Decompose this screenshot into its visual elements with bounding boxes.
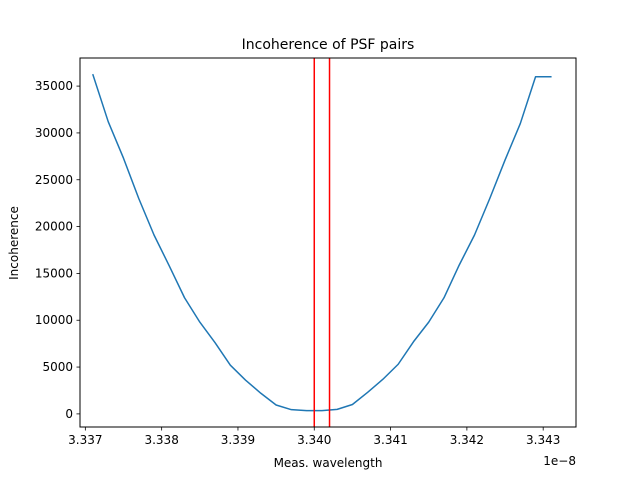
axes-frame: [79, 57, 577, 428]
y-tick-label: 0: [65, 407, 73, 421]
x-tick-label: 3.339: [221, 433, 255, 447]
y-tick-label: 20000: [35, 220, 73, 234]
y-tick-label: 10000: [35, 313, 73, 327]
x-tick-label: 3.341: [373, 433, 407, 447]
x-tick-label: 3.342: [450, 433, 484, 447]
y-tick-label: 5000: [42, 360, 73, 374]
x-tick-label: 3.338: [144, 433, 178, 447]
y-tick-label: 35000: [35, 79, 73, 93]
plot-area: [92, 58, 552, 427]
y-tick-label: 30000: [35, 126, 73, 140]
y-axis: 0 5000 10000 15000 20000 25000 30000 35000: [35, 79, 80, 421]
x-tick-label: 3.343: [526, 433, 560, 447]
x-axis: 3.337 3.338 3.339 3.340 3.341 3.342 3.343: [68, 427, 560, 447]
x-axis-offset-label: 1e−8: [543, 454, 576, 468]
x-tick-label: 3.340: [297, 433, 331, 447]
series-line-0: [92, 73, 552, 412]
vline-layer: [313, 58, 331, 427]
y-axis-label: Incoherence: [7, 206, 21, 280]
x-tick-label: 3.337: [68, 433, 102, 447]
series-layer: [92, 73, 552, 412]
x-axis-label: Meas. wavelength: [274, 456, 383, 470]
y-tick-label: 25000: [35, 173, 73, 187]
y-tick-label: 15000: [35, 266, 73, 280]
chart-title: Incoherence of PSF pairs: [242, 37, 415, 53]
